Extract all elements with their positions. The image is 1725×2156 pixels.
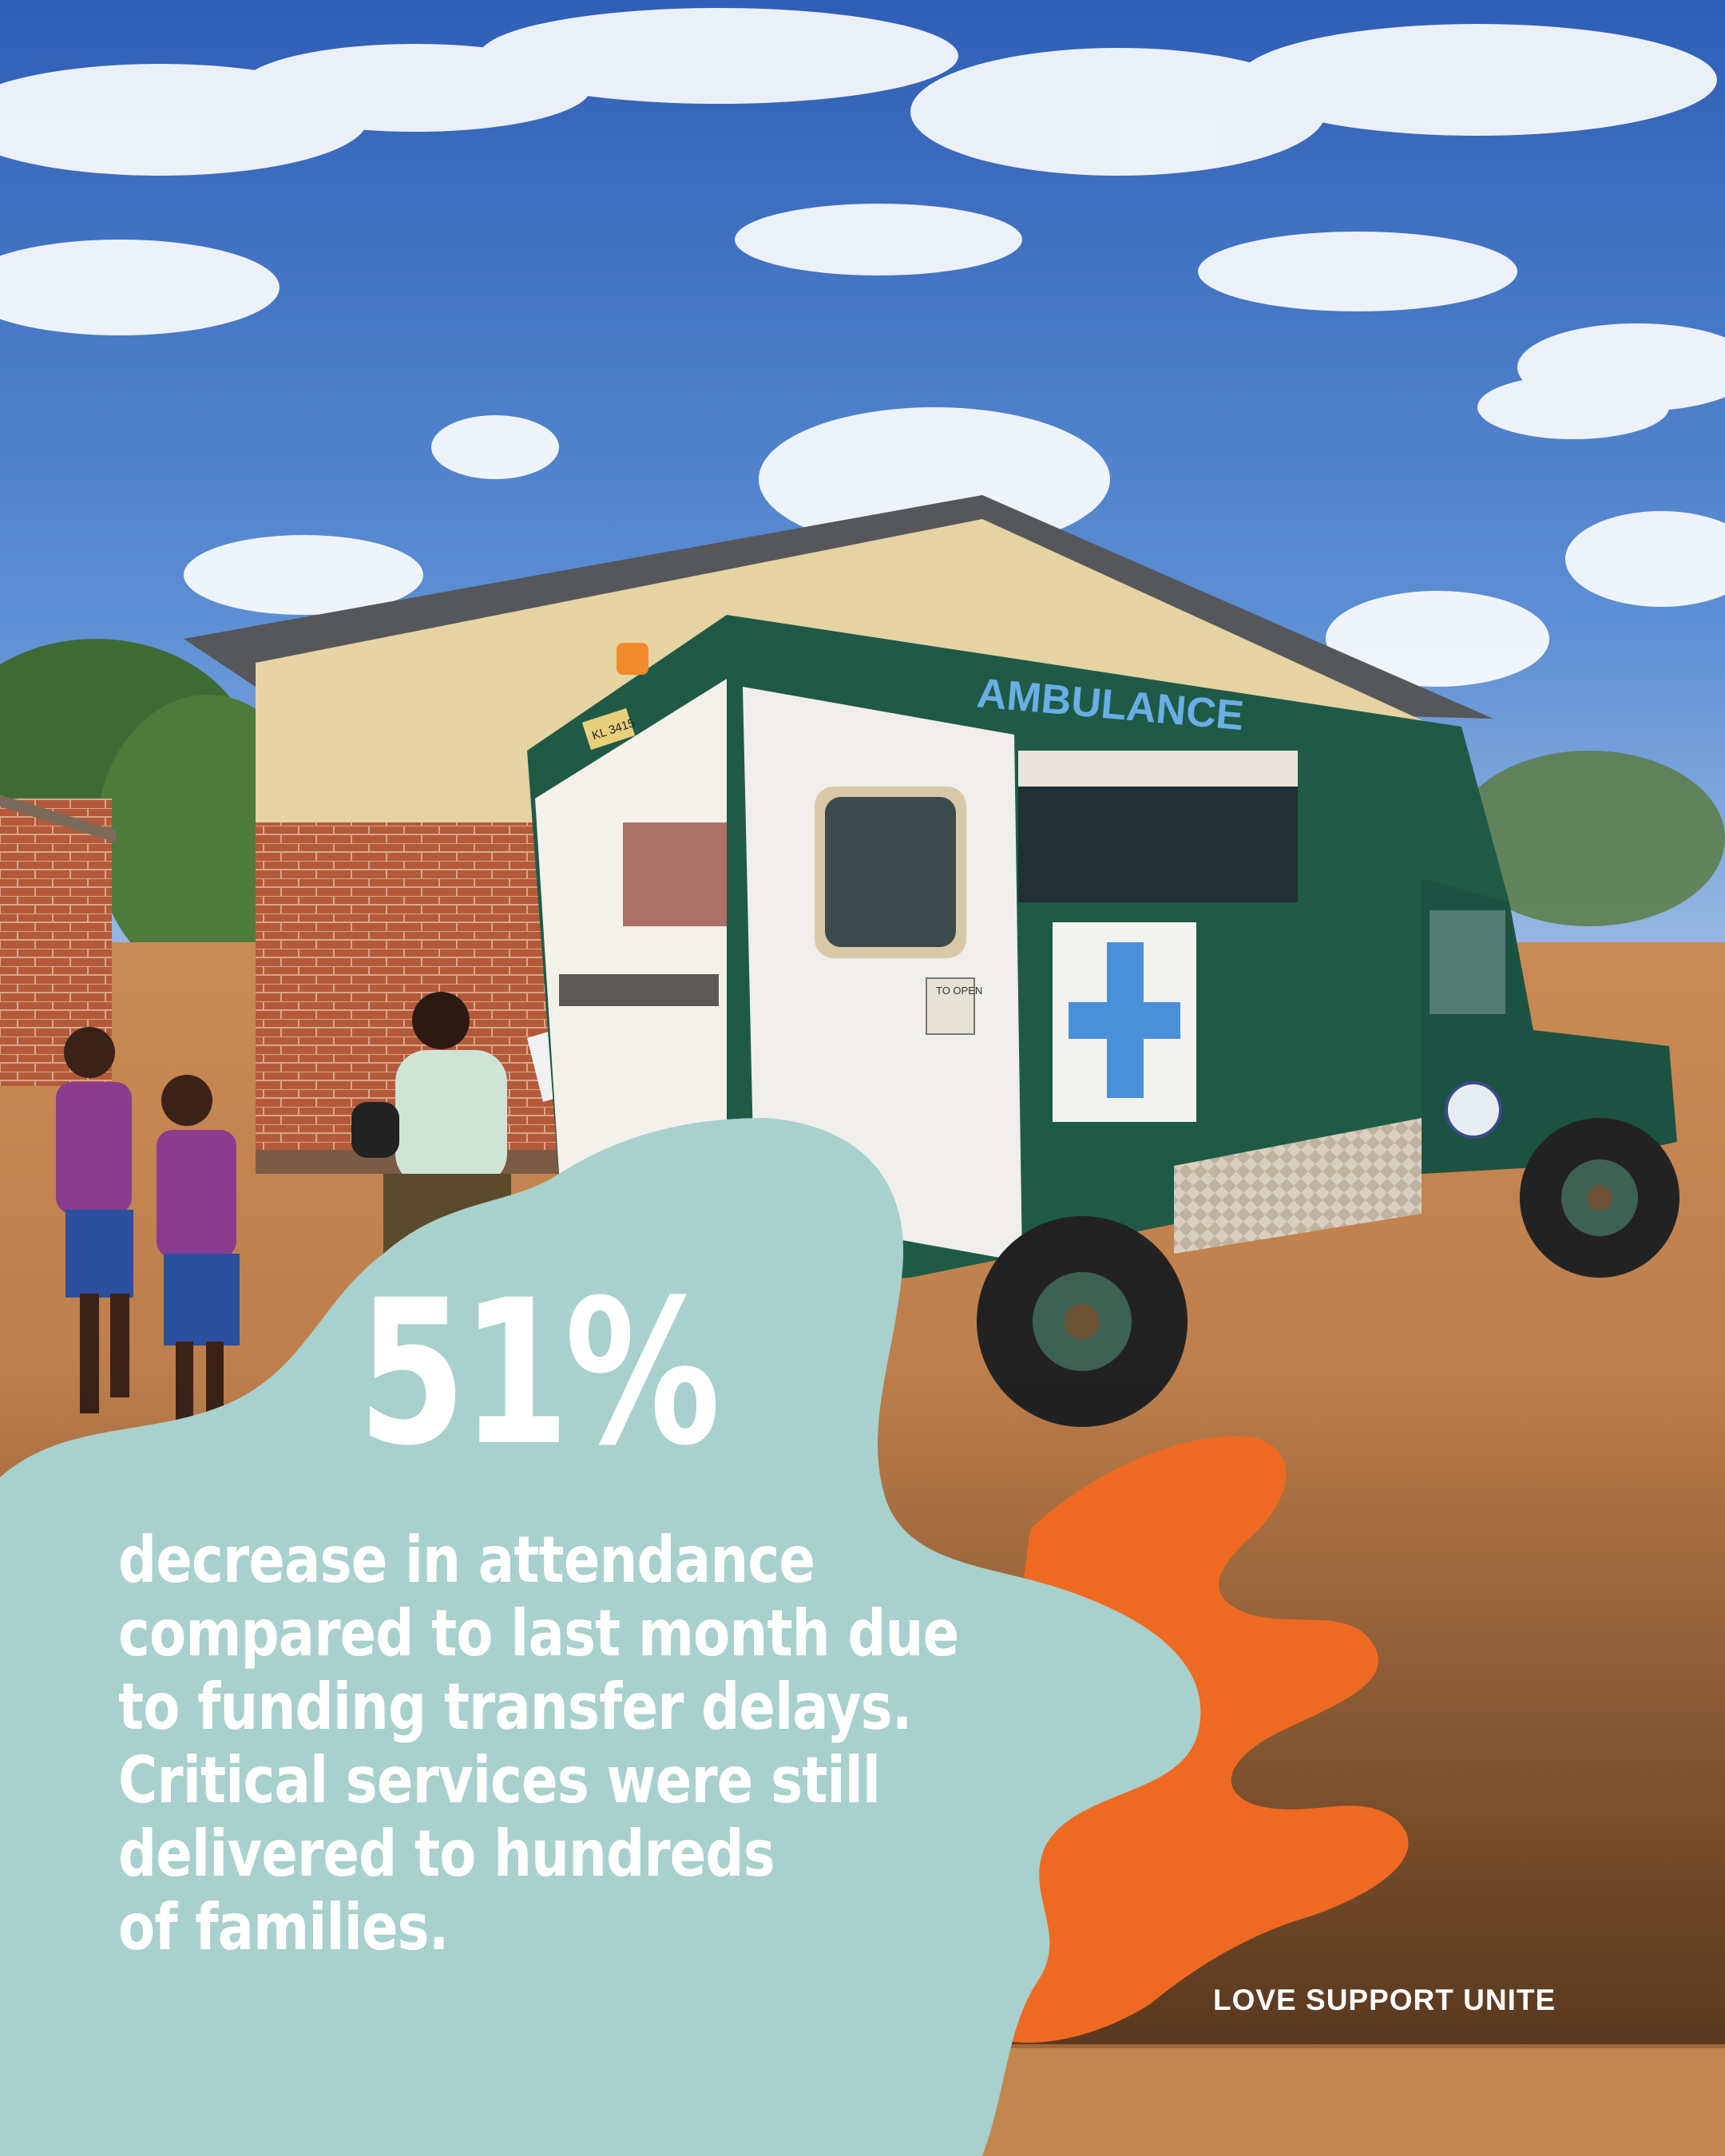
door-sign: TO OPEN — [936, 985, 982, 997]
teal-blob — [0, 1118, 1201, 2156]
ambulance: TO OPEN KL 3415 AMBULANCE — [527, 615, 1679, 1427]
clouds — [0, 8, 1725, 687]
